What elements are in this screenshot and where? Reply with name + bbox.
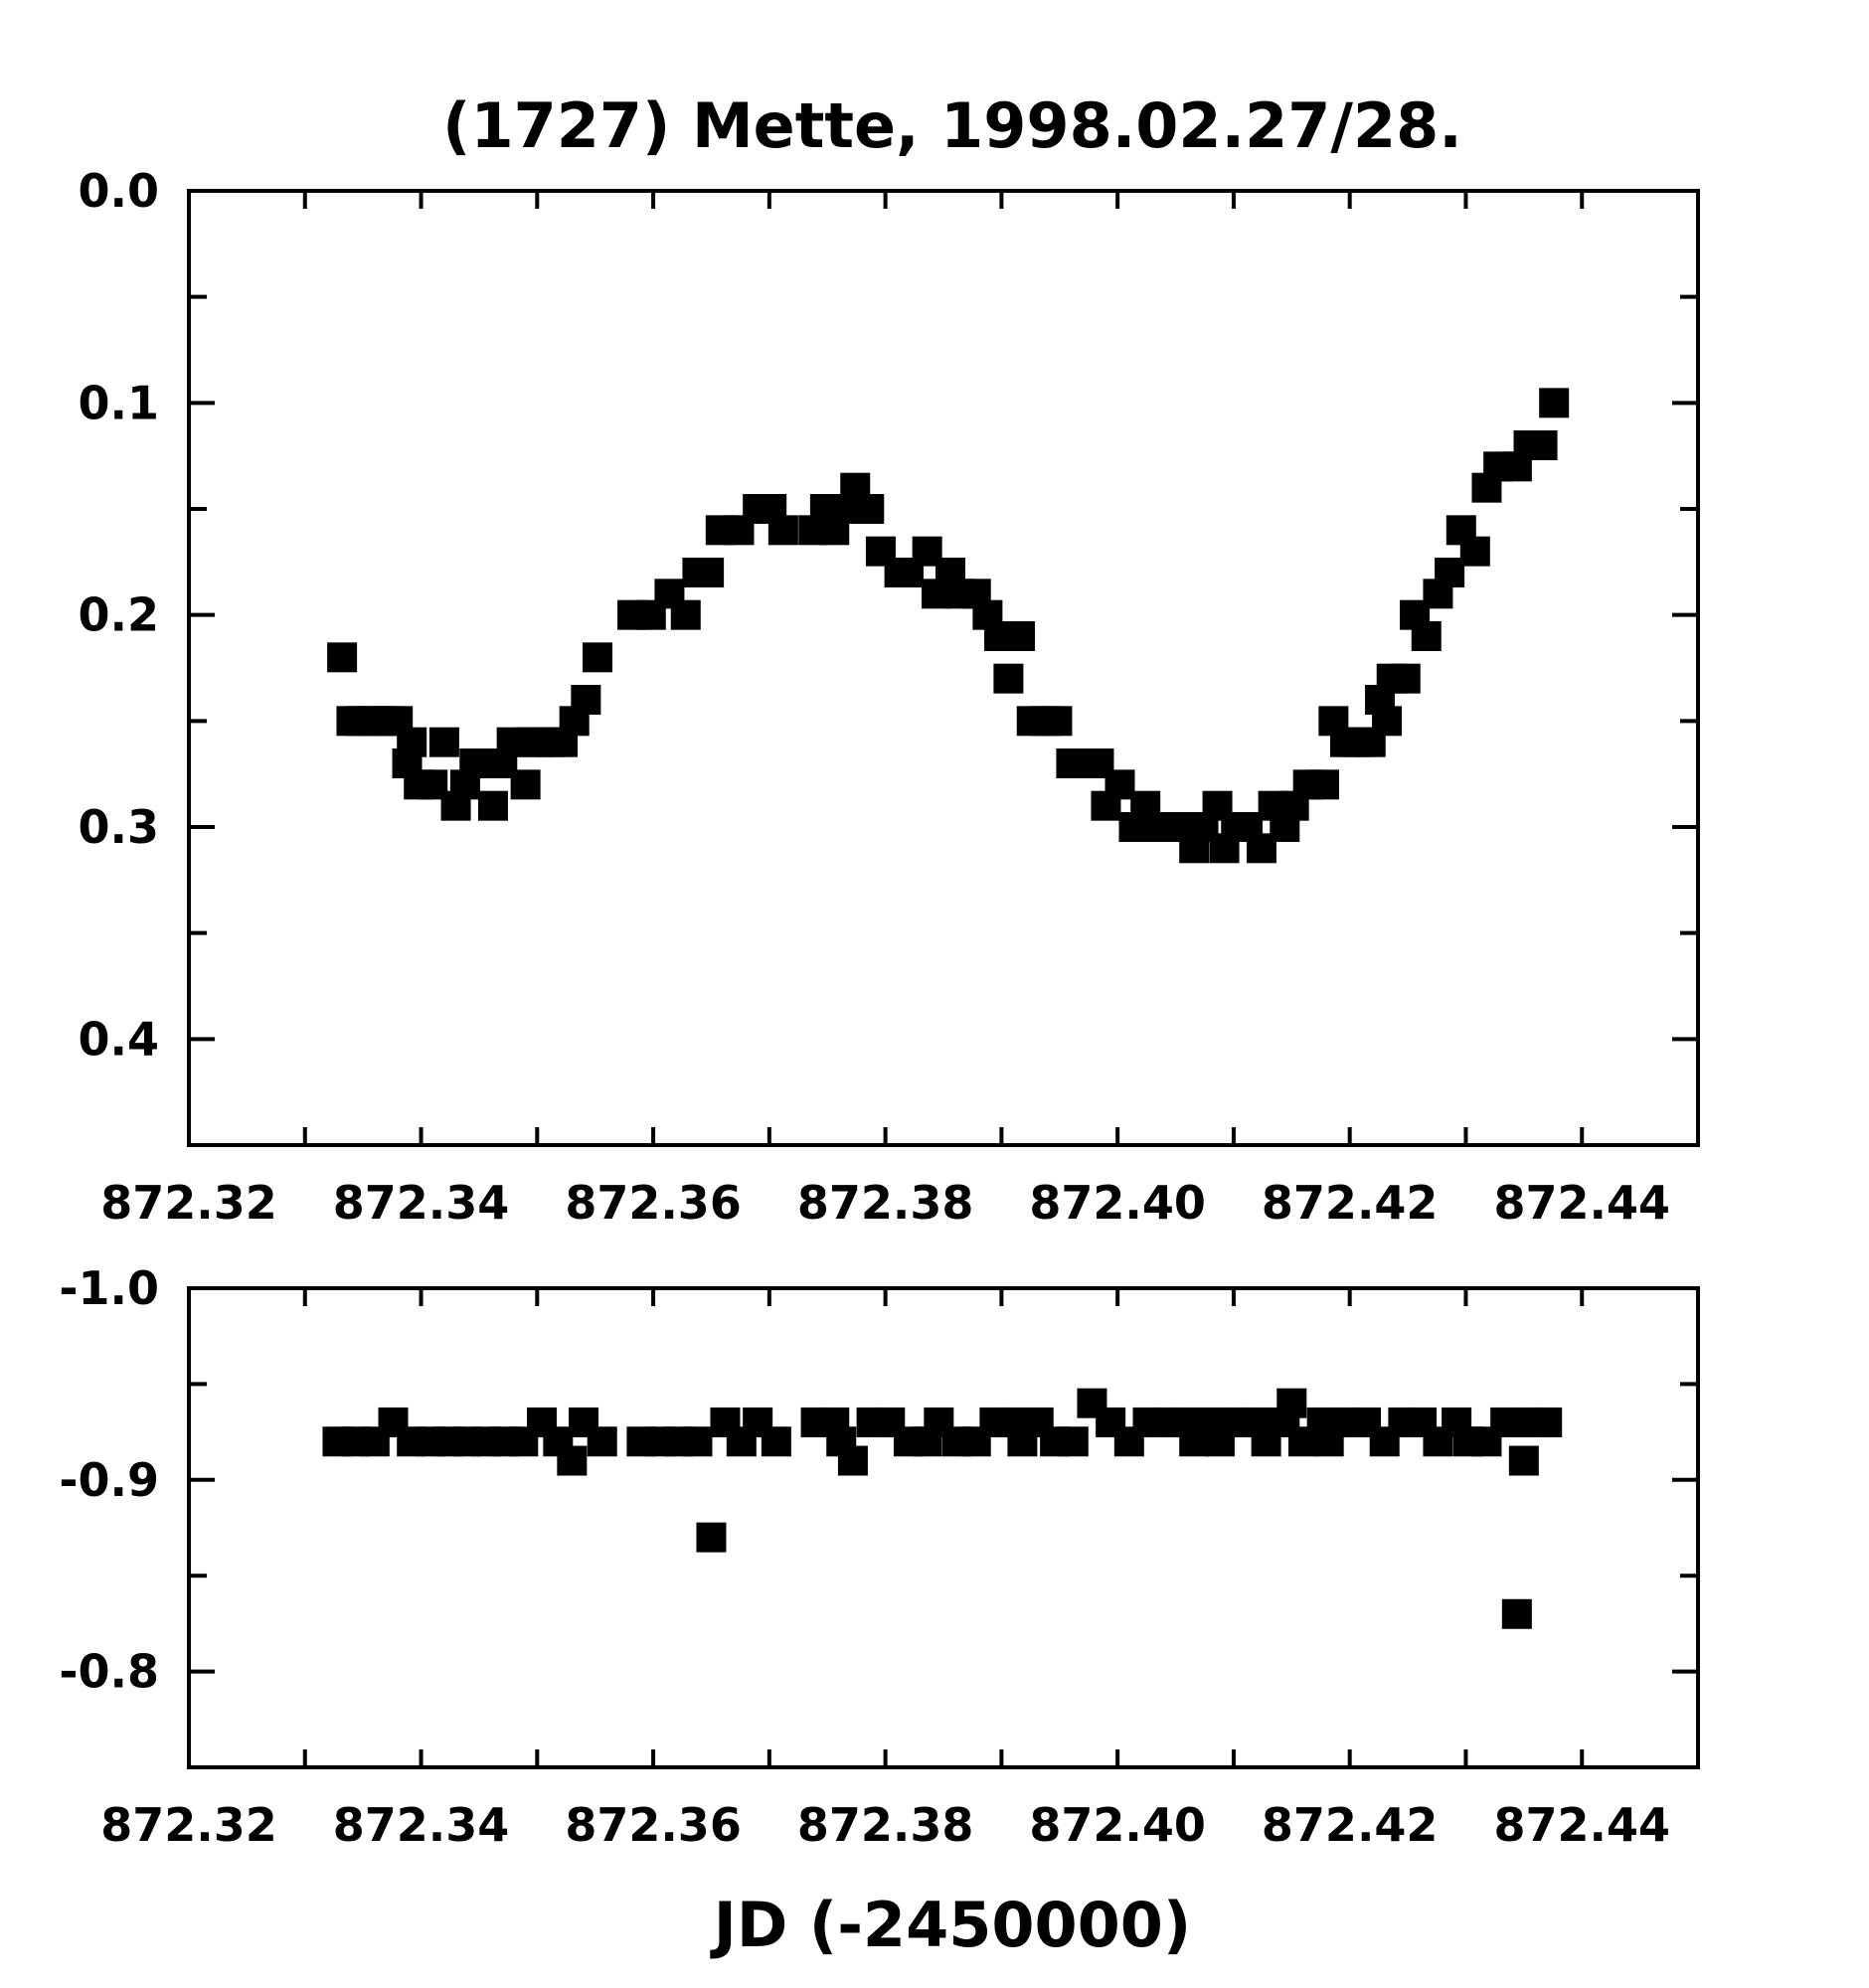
x-tick-label: 872.44 [1493, 1176, 1670, 1230]
data-point [510, 769, 541, 800]
data-point [694, 558, 725, 587]
y-tick-label: 0.0 [79, 164, 160, 218]
plot-frame [187, 189, 1700, 1147]
data-point [327, 642, 358, 673]
data-point [1104, 769, 1135, 800]
y-tick-label: -1.0 [59, 1261, 159, 1315]
data-point [993, 663, 1024, 694]
data-point [1058, 1426, 1089, 1457]
x-tick-label: 872.36 [565, 1798, 742, 1852]
chart-title: (1727) Mette, 1998.02.27/28. [442, 89, 1462, 162]
data-point [761, 1426, 791, 1457]
y-tick-label: 0.2 [79, 588, 160, 642]
x-tick-label: 872.38 [797, 1798, 974, 1852]
y-tick-label: 0.3 [79, 800, 160, 854]
data-point [583, 642, 613, 673]
data-point [1005, 621, 1036, 651]
plot-frame [187, 1286, 1700, 1769]
data-point [477, 790, 508, 821]
y-tick-label: -0.9 [59, 1453, 159, 1507]
x-tick-label: 872.38 [797, 1176, 974, 1230]
data-point [767, 515, 798, 546]
x-tick-label: 872.32 [100, 1176, 277, 1230]
x-tick-label: 872.36 [565, 1176, 742, 1230]
data-point [1372, 706, 1403, 737]
data-point [682, 1426, 713, 1457]
bottom-panel-comparison: 872.32 872.34 872.36 872.38 872.40 872.42 872.… [59, 1261, 1700, 1852]
x-tick-label: 872.40 [1029, 1798, 1206, 1852]
data-point [1411, 621, 1442, 651]
data-point [1459, 536, 1490, 567]
data-point [1490, 1407, 1521, 1437]
data-point [837, 1445, 868, 1476]
data-point [571, 685, 601, 715]
x-tick-label: 872.34 [333, 1176, 510, 1230]
data-point [1276, 1388, 1307, 1418]
x-tick-label: 872.42 [1262, 1176, 1439, 1230]
x-tick-label: 872.44 [1493, 1798, 1670, 1852]
data-point [1390, 663, 1421, 694]
y-tick-label: -0.8 [59, 1645, 159, 1699]
data-point [1501, 1598, 1532, 1629]
data-point [1532, 1407, 1563, 1437]
x-tick-label: 872.34 [333, 1798, 510, 1852]
x-tick-label: 872.32 [100, 1798, 277, 1852]
x-axis-title: JD (-2450000) [710, 1889, 1192, 1961]
data-point [854, 494, 885, 524]
y-tick-label: 0.1 [79, 376, 160, 429]
data-point [397, 727, 427, 757]
data-point [670, 599, 701, 630]
top-panel-lightcurve: 872.32 872.34 872.36 872.38 872.40 872.42 872.… [79, 164, 1700, 1230]
data-point [557, 1445, 588, 1476]
data-point [1508, 1445, 1539, 1476]
data-point [1527, 430, 1558, 460]
data-point [1435, 558, 1465, 587]
data-point [1042, 706, 1073, 737]
data-point [1309, 769, 1340, 800]
data-point [587, 1426, 617, 1457]
data-point [696, 1522, 727, 1553]
data-point [428, 727, 459, 757]
x-tick-label: 872.40 [1029, 1176, 1206, 1230]
data-point [1539, 388, 1570, 418]
y-tick-label: 0.4 [79, 1012, 160, 1066]
x-tick-label: 872.42 [1262, 1798, 1439, 1852]
